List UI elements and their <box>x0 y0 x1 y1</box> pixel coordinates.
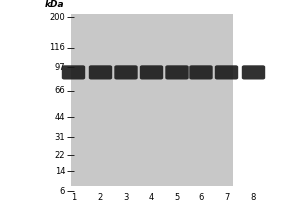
FancyBboxPatch shape <box>114 65 138 79</box>
FancyBboxPatch shape <box>189 65 213 79</box>
FancyBboxPatch shape <box>215 65 238 79</box>
Text: 22: 22 <box>55 150 65 160</box>
FancyBboxPatch shape <box>242 65 265 79</box>
Text: 14: 14 <box>55 166 65 176</box>
Text: 8: 8 <box>251 193 256 200</box>
Text: 6: 6 <box>60 186 65 196</box>
FancyBboxPatch shape <box>70 14 232 186</box>
Text: 3: 3 <box>123 193 129 200</box>
Text: 97: 97 <box>55 62 65 72</box>
FancyBboxPatch shape <box>165 65 189 79</box>
FancyBboxPatch shape <box>62 65 85 79</box>
Text: 44: 44 <box>55 112 65 121</box>
Text: 116: 116 <box>49 44 65 52</box>
Text: 66: 66 <box>54 86 65 95</box>
Text: 4: 4 <box>149 193 154 200</box>
Text: 5: 5 <box>174 193 180 200</box>
Text: 2: 2 <box>98 193 103 200</box>
Text: 31: 31 <box>55 132 65 142</box>
Text: kDa: kDa <box>45 0 64 9</box>
Text: 6: 6 <box>198 193 204 200</box>
Text: 7: 7 <box>224 193 229 200</box>
FancyBboxPatch shape <box>140 65 163 79</box>
FancyBboxPatch shape <box>89 65 112 79</box>
Text: 200: 200 <box>49 12 65 21</box>
Text: 1: 1 <box>71 193 76 200</box>
